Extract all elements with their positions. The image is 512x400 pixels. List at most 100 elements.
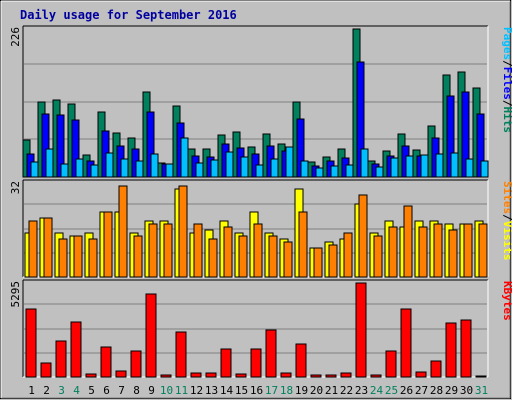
legend-separator: / [501, 214, 512, 221]
bar-sites [178, 185, 188, 278]
series-pages [30, 137, 489, 178]
bar-pages [225, 151, 234, 178]
legend-separator: / [501, 100, 512, 107]
bar-kbytes [310, 374, 322, 378]
legend-item: KBytes [501, 281, 512, 321]
bar-sites [148, 223, 158, 278]
day-label: 28 [430, 384, 443, 397]
day-label: 5 [88, 384, 95, 397]
bar-pages [90, 164, 99, 178]
panel-legend: Pages/Files/Hits [501, 27, 512, 133]
bar-kbytes [340, 372, 352, 378]
bar-kbytes [295, 343, 307, 378]
bar-pages [270, 158, 279, 178]
day-label: 13 [205, 384, 218, 397]
bar-sites [478, 223, 488, 278]
bar-kbytes [40, 362, 52, 378]
bar-kbytes [475, 375, 487, 378]
bar-sites [388, 226, 398, 278]
bar-pages [360, 148, 369, 178]
day-label: 11 [175, 384, 188, 397]
bar-sites [298, 211, 308, 278]
legend-separator: / [501, 60, 512, 67]
bar-sites [448, 229, 458, 278]
bar-sites [343, 232, 353, 278]
bar-pages [420, 154, 429, 178]
bar-kbytes [235, 373, 247, 378]
day-label: 15 [235, 384, 248, 397]
bar-kbytes [430, 360, 442, 378]
bar-sites [163, 223, 173, 278]
bar-sites [313, 247, 323, 278]
panel-legend: KBytes [501, 281, 512, 321]
bar-pages [435, 153, 444, 178]
bar-sites [103, 211, 113, 278]
bar-kbytes [55, 340, 67, 378]
day-label: 24 [370, 384, 384, 397]
legend-item: Sites [501, 181, 512, 214]
bar-sites [193, 223, 203, 278]
day-label: 2 [43, 384, 50, 397]
y-axis-max-label: 32 [9, 181, 22, 194]
bar-kbytes [280, 372, 292, 378]
day-label: 12 [190, 384, 203, 397]
day-label: 19 [295, 384, 308, 397]
bar-pages [150, 153, 159, 178]
bar-sites [403, 205, 413, 278]
bar-sites [433, 223, 443, 278]
bar-pages [315, 167, 324, 178]
day-label: 31 [475, 384, 488, 397]
day-label: 14 [220, 384, 234, 397]
bar-pages [195, 162, 204, 178]
bar-pages [210, 159, 219, 178]
bar-sites [73, 235, 83, 278]
bar-pages [165, 163, 174, 178]
bar-sites [463, 223, 473, 278]
bar-kbytes [220, 348, 232, 378]
day-label: 27 [415, 384, 428, 397]
y-axis-max-label: 5295 [9, 281, 22, 308]
bar-sites [118, 185, 128, 278]
bar-kbytes [355, 282, 367, 378]
day-label: 20 [310, 384, 323, 397]
day-label: 21 [325, 384, 338, 397]
chart-title: Daily usage for September 2016 [20, 8, 237, 22]
bar-kbytes [460, 319, 472, 378]
bar-pages [345, 164, 354, 178]
bar-kbytes [130, 350, 142, 378]
bar-pages [240, 156, 249, 178]
bar-pages [180, 137, 189, 178]
bar-kbytes [385, 350, 397, 378]
day-label: 6 [103, 384, 110, 397]
bar-sites [283, 241, 293, 278]
bar-pages [390, 157, 399, 178]
day-label: 18 [280, 384, 293, 397]
bar-pages [255, 164, 264, 178]
bar-kbytes [415, 371, 427, 378]
day-label: 10 [160, 384, 173, 397]
bar-kbytes [70, 321, 82, 378]
bar-sites [253, 223, 263, 278]
bar-sites [28, 220, 38, 278]
bar-kbytes [205, 372, 217, 378]
series-kbytes [25, 282, 487, 378]
bar-sites [88, 238, 98, 278]
legend-item: Hits [501, 107, 512, 134]
bar-kbytes [160, 374, 172, 378]
day-label: 25 [385, 384, 398, 397]
bar-kbytes [325, 374, 337, 378]
legend-item: Visits [501, 221, 512, 261]
bar-pages [135, 160, 144, 178]
day-label: 3 [58, 384, 65, 397]
day-label: 9 [148, 384, 155, 397]
bar-kbytes [250, 348, 262, 378]
bar-sites [58, 238, 68, 278]
bar-pages [465, 158, 474, 178]
bar-pages [30, 161, 39, 178]
bar-pages [330, 165, 339, 178]
bar-kbytes [400, 308, 412, 378]
day-label: 4 [73, 384, 80, 397]
bar-kbytes [190, 372, 202, 378]
